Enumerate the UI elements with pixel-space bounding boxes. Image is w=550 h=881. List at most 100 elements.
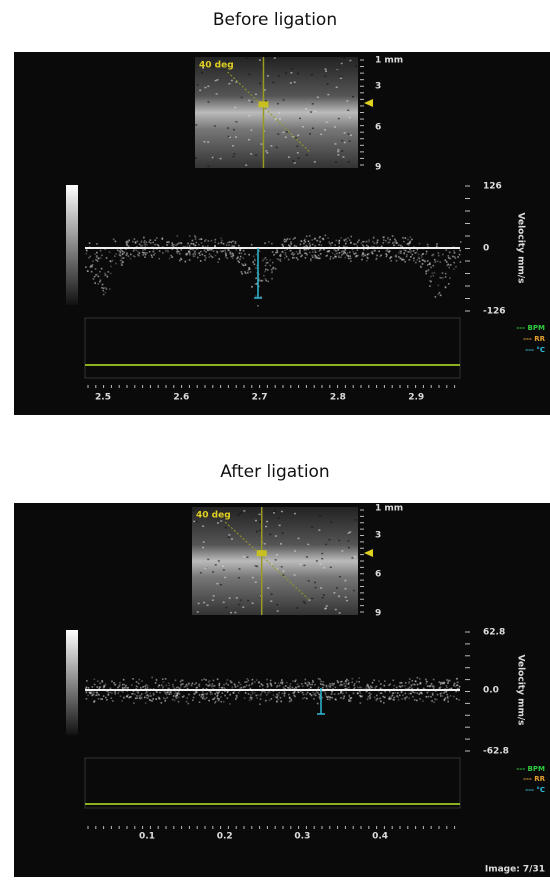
doppler-speckle [172,685,174,688]
doppler-speckle [156,243,159,246]
doppler-speckle [188,235,191,237]
doppler-speckle [312,256,314,259]
speckle [276,102,279,105]
doppler-speckle [293,690,296,693]
doppler-speckle [220,250,223,253]
doppler-speckle [140,693,143,695]
doppler-speckle [194,683,196,686]
doppler-speckle [325,255,328,257]
doppler-speckle [354,252,357,255]
doppler-speckle [418,257,421,260]
doppler-speckle [103,684,106,687]
doppler-speckle [172,683,174,686]
speckle [224,526,227,529]
doppler-speckle [277,682,280,685]
doppler-speckle [368,694,371,697]
doppler-speckle [389,690,391,693]
doppler-speckle [455,690,457,693]
doppler-speckle [202,696,205,698]
speckle [344,588,347,590]
doppler-speckle [310,694,313,696]
doppler-speckle [348,700,350,702]
doppler-speckle [399,250,401,253]
doppler-speckle [314,255,317,257]
doppler-speckle [266,261,269,264]
doppler-speckle [406,253,408,256]
doppler-speckle [194,253,197,256]
doppler-speckle [201,679,203,681]
doppler-speckle [305,697,308,700]
doppler-speckle [439,683,442,686]
doppler-speckle [412,250,415,252]
doppler-speckle [452,255,454,258]
doppler-speckle [87,270,89,272]
doppler-speckle [248,699,251,702]
doppler-speckle [353,687,355,690]
doppler-speckle [222,700,225,703]
doppler-speckle [419,265,422,268]
doppler-speckle [333,248,335,251]
doppler-speckle [314,694,317,697]
doppler-speckle [109,691,112,694]
doppler-speckle [88,257,90,259]
speckle [275,554,278,556]
doppler-speckle [198,701,201,704]
speckle [328,538,331,541]
doppler-speckle [94,694,97,697]
doppler-speckle [331,690,333,693]
doppler-speckle [395,255,398,258]
doppler-speckle [257,694,259,696]
doppler-speckle [235,694,238,697]
doppler-speckle [102,685,105,687]
doppler-speckle [453,250,455,252]
doppler-speckle [106,275,109,278]
doppler-speckle [401,685,404,687]
doppler-speckle [225,254,227,257]
doppler-speckle [337,681,339,684]
doppler-speckle [242,264,245,267]
doppler-speckle [326,254,329,257]
speckle [337,149,340,151]
doppler-speckle [183,686,186,688]
doppler-speckle [303,246,306,248]
speckle [199,572,202,574]
doppler-speckle [191,699,194,702]
doppler-speckle [302,697,304,700]
doppler-speckle [172,695,175,697]
doppler-speckle [94,282,96,284]
doppler-speckle [430,275,432,278]
doppler-speckle [126,243,128,245]
doppler-speckle [171,698,174,701]
doppler-speckle [240,252,243,255]
speckle [299,117,302,120]
doppler-speckle [309,683,312,686]
doppler-speckle [154,682,157,684]
doppler-speckle [396,242,398,245]
speckle [202,546,205,549]
depth-label: 6 [375,570,381,580]
speckle [277,75,280,77]
doppler-speckle [176,250,178,253]
doppler-speckle [85,266,87,268]
speckle [213,125,216,127]
doppler-speckle [446,686,448,689]
doppler-speckle [210,239,213,242]
speckle [349,531,352,533]
doppler-speckle [448,251,451,254]
speckle [292,160,295,162]
doppler-speckle [236,257,238,260]
doppler-speckle [166,691,169,694]
speckle [214,79,217,82]
doppler-speckle [416,258,419,261]
doppler-speckle [158,684,160,687]
doppler-speckle [394,238,396,241]
speckle [291,67,294,70]
doppler-speckle [242,257,245,259]
doppler-speckle [145,694,148,697]
doppler-speckle [279,254,281,257]
doppler-speckle [260,693,262,695]
doppler-speckle [404,260,406,263]
doppler-speckle [132,692,135,695]
doppler-speckle [201,253,204,256]
speckle [212,66,215,68]
